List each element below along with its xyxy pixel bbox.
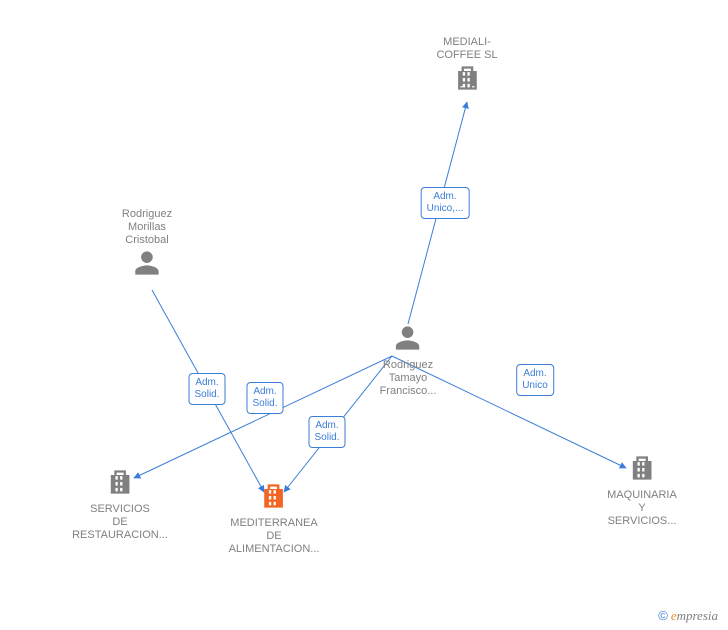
node-servicios[interactable]: SERVICIOS DE RESTAURACION... xyxy=(72,468,168,542)
building-icon xyxy=(628,454,656,487)
node-label: MEDIALI- COFFEE SL xyxy=(436,36,497,62)
watermark: ©empresia xyxy=(658,608,718,624)
person-icon xyxy=(133,249,161,282)
node-label: MAQUINARIA Y SERVICIOS... xyxy=(607,489,677,528)
person-icon xyxy=(394,324,422,357)
node-morillas[interactable]: Rodriguez Morillas Cristobal xyxy=(122,208,172,282)
node-tamayo[interactable]: Rodriguez Tamayo Francisco... xyxy=(380,324,437,398)
copyright-symbol: © xyxy=(658,608,668,623)
node-label: Rodriguez Tamayo Francisco... xyxy=(380,359,437,398)
building-icon xyxy=(260,482,288,515)
edge-label: Adm. Unico xyxy=(516,364,554,396)
edge-label: Adm. Unico,... xyxy=(421,187,470,219)
edge-label: Adm. Solid. xyxy=(308,416,345,448)
node-mediali[interactable]: MEDIALI- COFFEE SL xyxy=(436,36,497,97)
node-maquinaria[interactable]: MAQUINARIA Y SERVICIOS... xyxy=(607,454,677,528)
node-label: SERVICIOS DE RESTAURACION... xyxy=(72,503,168,542)
edge-label: Adm. Solid. xyxy=(246,382,283,414)
node-label: Rodriguez Morillas Cristobal xyxy=(122,208,172,247)
network-diagram: MEDIALI- COFFEE SL Rodriguez Morillas Cr… xyxy=(0,0,728,630)
edge-label: Adm. Solid. xyxy=(188,373,225,405)
watermark-text: mpresia xyxy=(677,608,718,623)
building-icon xyxy=(453,64,481,97)
building-icon xyxy=(106,468,134,501)
node-label: MEDITERRANEA DE ALIMENTACION... xyxy=(229,517,320,556)
edge-line xyxy=(134,356,392,478)
node-mediterranea[interactable]: MEDITERRANEA DE ALIMENTACION... xyxy=(229,482,320,556)
